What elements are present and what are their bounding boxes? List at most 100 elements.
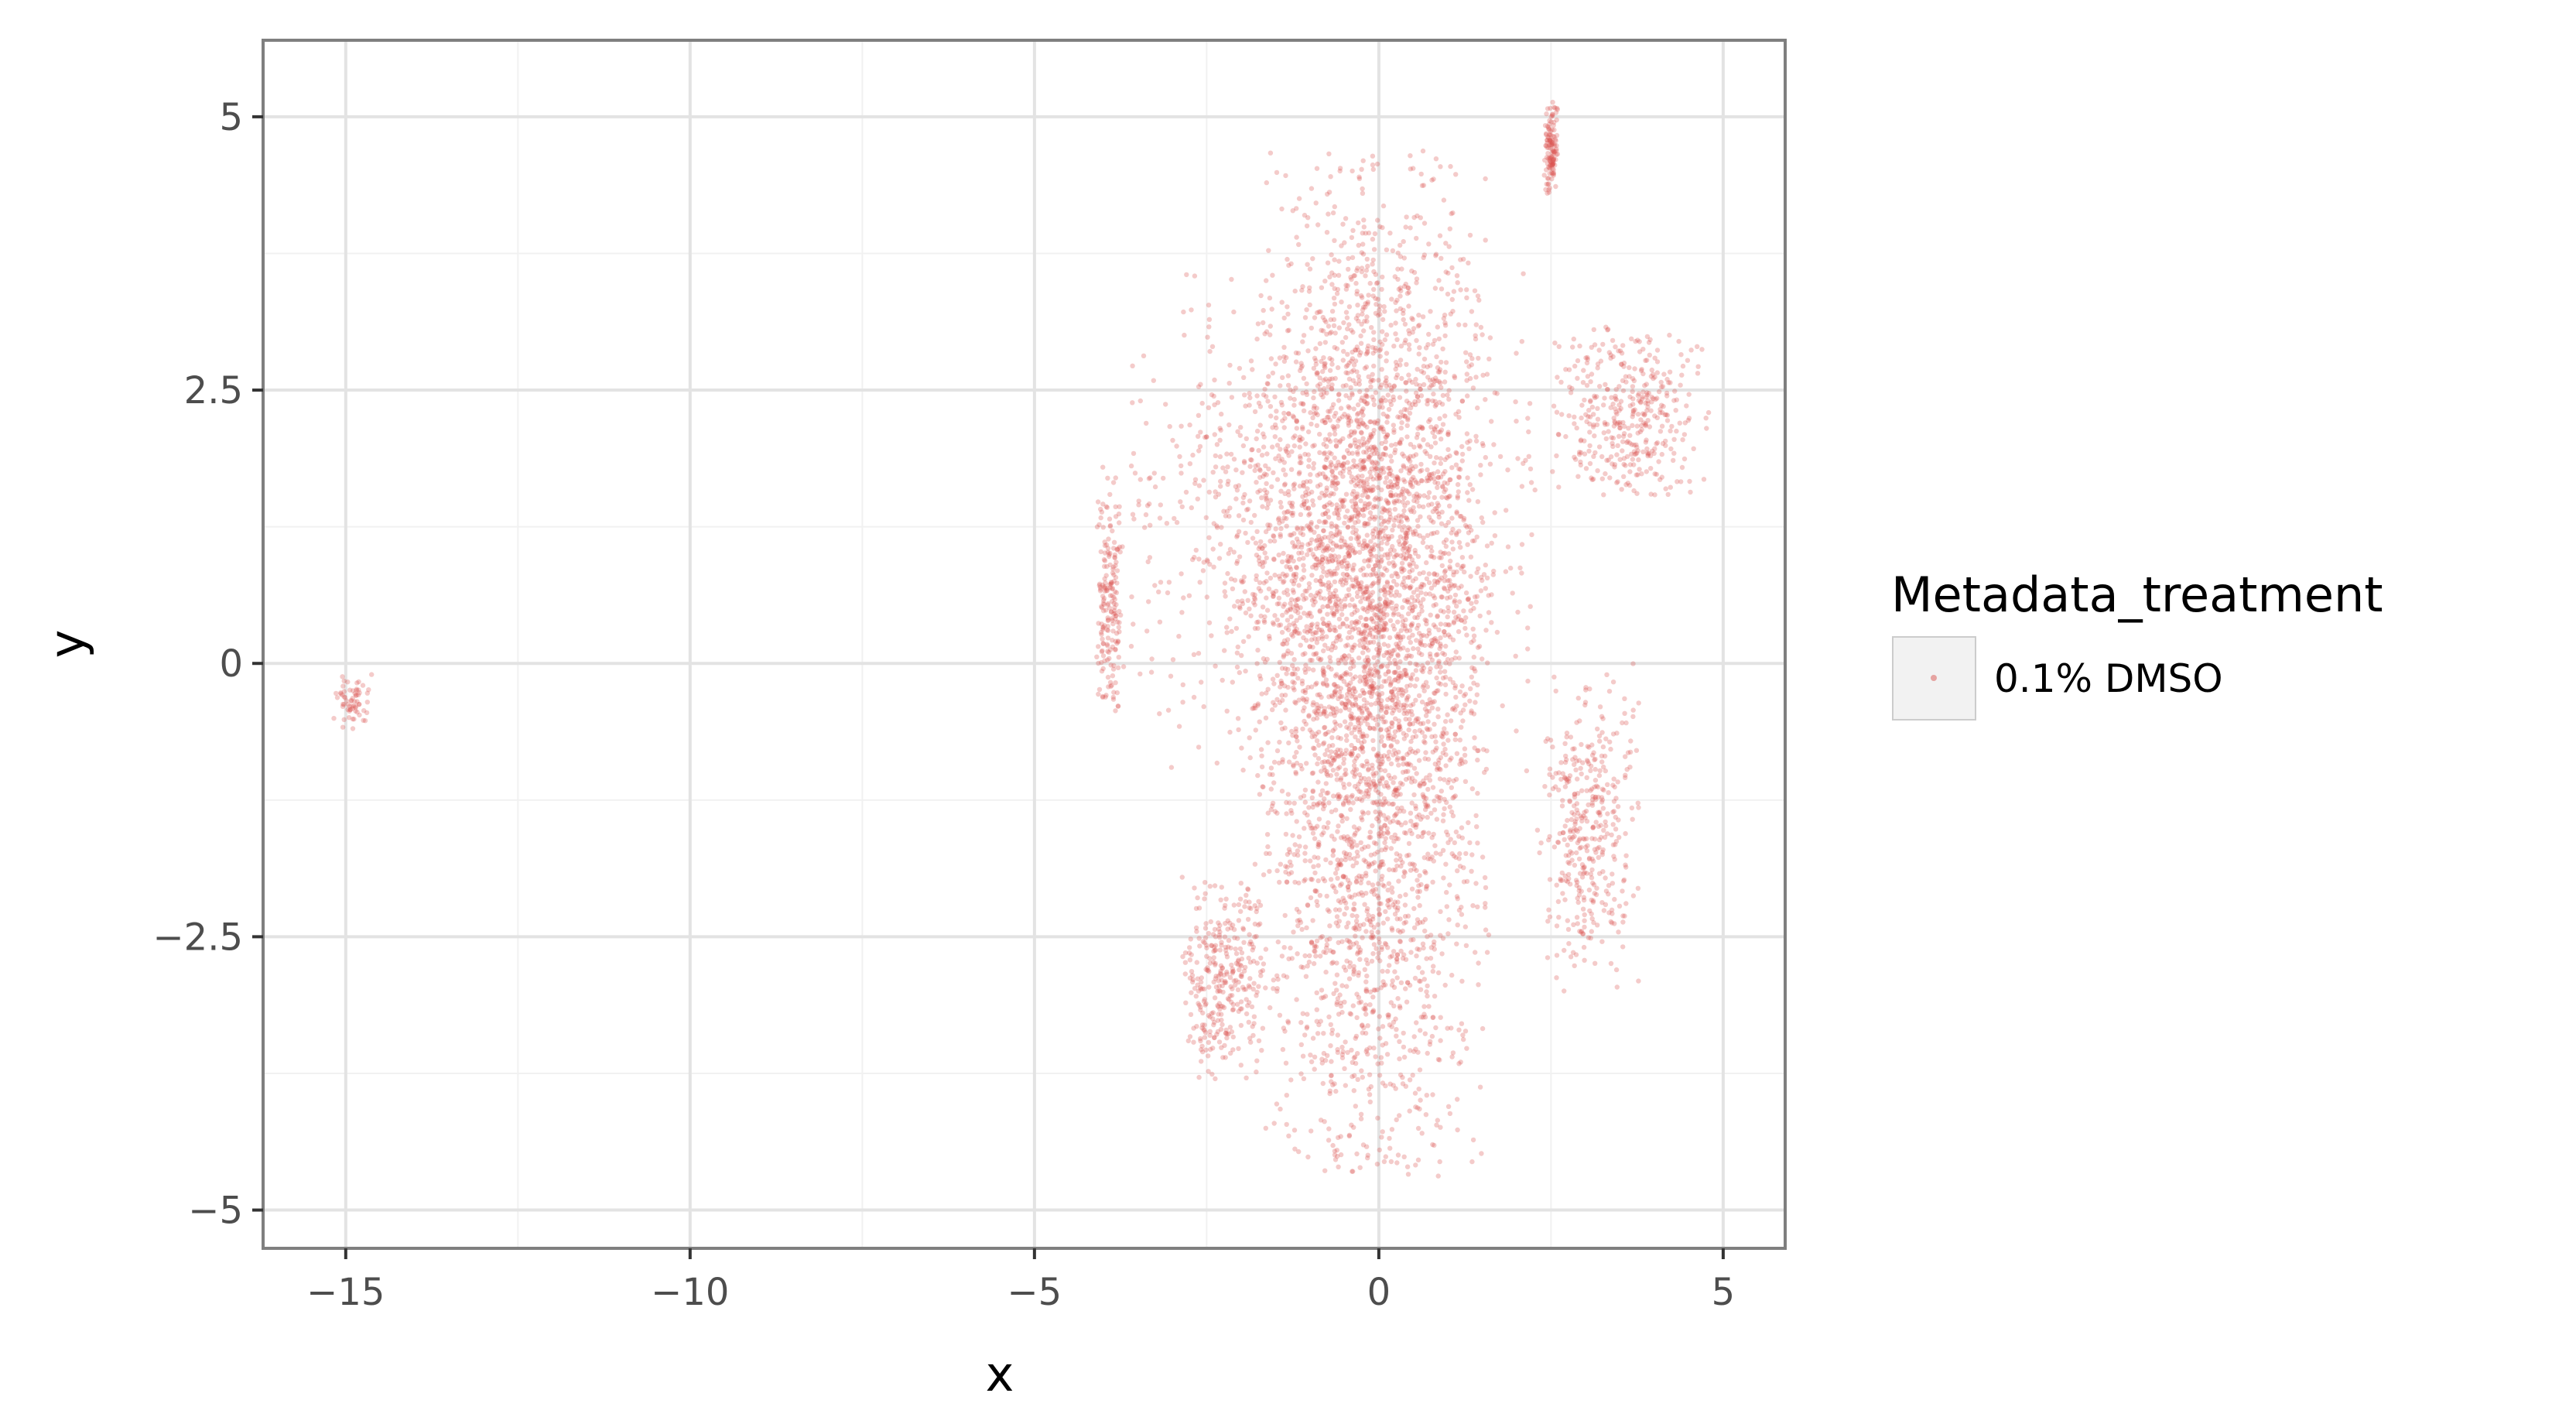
data-point xyxy=(1374,606,1380,611)
data-point xyxy=(1385,754,1391,759)
data-point xyxy=(1514,351,1519,356)
data-point xyxy=(1411,532,1416,537)
data-point xyxy=(1326,384,1332,389)
data-point xyxy=(1393,320,1398,326)
data-point xyxy=(1360,709,1365,714)
data-point xyxy=(1378,862,1384,868)
data-point xyxy=(1309,940,1315,945)
data-point xyxy=(1343,282,1349,288)
data-point xyxy=(1387,963,1392,968)
data-point xyxy=(1351,1055,1357,1061)
data-point xyxy=(1404,762,1411,768)
data-point xyxy=(1318,595,1324,601)
data-point xyxy=(1375,280,1380,286)
data-point xyxy=(1212,402,1217,408)
data-point xyxy=(1410,734,1416,740)
data-point xyxy=(1322,475,1329,481)
data-point xyxy=(1404,653,1410,659)
data-point xyxy=(1364,494,1370,499)
data-point xyxy=(1469,1159,1475,1165)
data-point xyxy=(1342,604,1348,609)
data-point xyxy=(1349,369,1355,375)
data-point xyxy=(1316,729,1322,735)
data-point xyxy=(1408,676,1415,682)
data-point xyxy=(1296,241,1302,248)
data-point xyxy=(1380,342,1385,347)
data-point xyxy=(1400,1081,1406,1087)
data-point xyxy=(1398,703,1404,708)
data-point xyxy=(1363,589,1369,595)
data-point xyxy=(1284,811,1289,816)
data-point xyxy=(1463,943,1469,949)
data-point xyxy=(1265,686,1271,692)
data-point xyxy=(1504,508,1509,513)
data-point xyxy=(1285,559,1291,564)
data-point xyxy=(1340,874,1346,880)
data-point xyxy=(1389,1127,1395,1132)
data-point xyxy=(1411,862,1418,868)
data-point xyxy=(1463,614,1469,621)
data-point xyxy=(1317,387,1323,392)
data-point xyxy=(1295,676,1301,681)
data-point xyxy=(1437,776,1443,782)
data-point xyxy=(1356,630,1362,635)
data-point xyxy=(1389,926,1394,931)
data-point xyxy=(1321,621,1327,626)
data-point xyxy=(1382,380,1388,385)
data-point xyxy=(1319,694,1324,700)
data-point xyxy=(1265,810,1271,816)
data-point xyxy=(1407,574,1413,580)
data-point xyxy=(1314,938,1320,944)
data-point xyxy=(1380,411,1386,417)
data-point xyxy=(1329,491,1334,496)
data-point xyxy=(1337,602,1343,608)
data-point xyxy=(1367,725,1373,731)
data-point xyxy=(1401,512,1406,519)
data-point xyxy=(1314,1007,1320,1012)
data-point xyxy=(1401,585,1408,590)
data-point xyxy=(1442,652,1448,657)
data-point xyxy=(1341,461,1346,467)
data-point xyxy=(1384,627,1390,632)
data-point xyxy=(1360,584,1365,590)
data-point xyxy=(1443,537,1449,543)
data-point xyxy=(1340,874,1346,879)
data-point xyxy=(1438,621,1444,627)
data-point xyxy=(1462,746,1468,751)
data-point xyxy=(1394,908,1401,913)
data-point xyxy=(1243,403,1248,409)
data-point xyxy=(1262,550,1267,556)
data-point xyxy=(1358,417,1363,423)
data-point xyxy=(1401,874,1407,879)
data-point xyxy=(1462,779,1469,784)
data-point xyxy=(1305,964,1310,969)
data-point xyxy=(1394,606,1399,612)
data-point xyxy=(1387,660,1393,666)
data-point xyxy=(1420,792,1426,797)
data-point xyxy=(1315,222,1321,228)
data-point xyxy=(1342,653,1347,659)
data-point xyxy=(1128,463,1134,469)
data-point xyxy=(1258,747,1264,752)
data-point xyxy=(1277,879,1282,885)
data-point xyxy=(1505,544,1511,549)
data-point xyxy=(1404,466,1410,471)
data-point xyxy=(1380,451,1386,457)
data-point xyxy=(1442,669,1448,674)
data-point xyxy=(1286,847,1292,852)
data-point xyxy=(1379,457,1384,462)
data-point xyxy=(1388,592,1394,597)
data-point xyxy=(1415,1105,1421,1111)
data-point xyxy=(1435,324,1441,330)
data-point xyxy=(1302,451,1308,457)
data-point xyxy=(1364,733,1370,739)
data-point xyxy=(1233,625,1240,632)
data-point xyxy=(1157,711,1162,717)
data-point xyxy=(1329,357,1335,363)
data-point xyxy=(1469,674,1475,679)
data-point xyxy=(1428,643,1434,649)
data-point xyxy=(1286,1133,1291,1139)
data-point xyxy=(1360,465,1367,471)
data-point xyxy=(1198,382,1203,387)
data-point xyxy=(1312,596,1317,601)
